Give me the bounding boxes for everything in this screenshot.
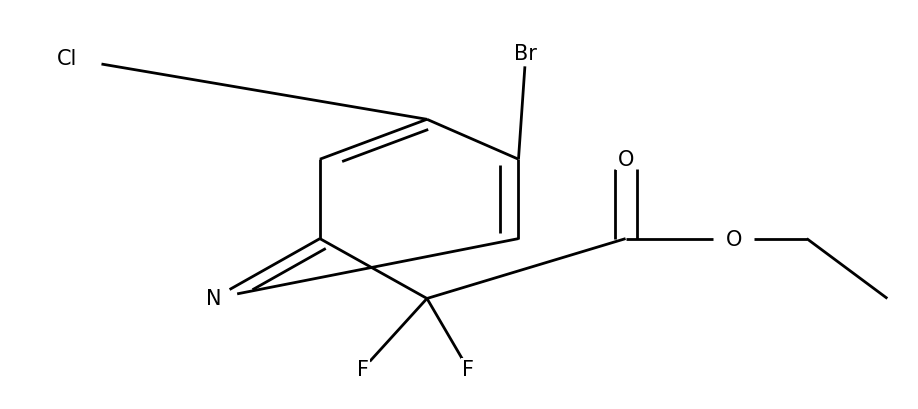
- Text: Cl: Cl: [57, 49, 77, 69]
- Text: N: N: [206, 289, 221, 309]
- Text: O: O: [618, 150, 633, 170]
- Text: Br: Br: [514, 44, 537, 64]
- Text: F: F: [462, 359, 475, 379]
- Text: F: F: [357, 359, 369, 379]
- Text: O: O: [725, 229, 742, 249]
